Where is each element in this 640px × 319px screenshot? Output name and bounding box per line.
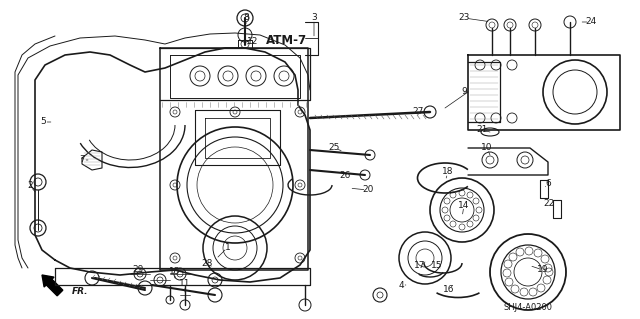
Text: 29: 29 xyxy=(132,265,144,275)
Text: 8: 8 xyxy=(243,13,249,23)
Text: SHJ4-A0200: SHJ4-A0200 xyxy=(503,302,552,311)
Text: 14: 14 xyxy=(458,201,470,210)
Text: 24: 24 xyxy=(586,18,596,26)
Text: 2: 2 xyxy=(27,182,33,190)
Text: 1: 1 xyxy=(225,242,231,251)
Text: 20: 20 xyxy=(362,186,374,195)
Text: 6: 6 xyxy=(545,179,551,188)
Text: FR.: FR. xyxy=(72,287,88,296)
Text: 23: 23 xyxy=(458,13,470,23)
Text: 3: 3 xyxy=(311,13,317,23)
Text: 26: 26 xyxy=(339,170,351,180)
Text: 4: 4 xyxy=(398,280,404,290)
Text: 25: 25 xyxy=(328,144,340,152)
FancyArrow shape xyxy=(42,275,63,296)
Text: 12: 12 xyxy=(247,38,259,47)
Text: 27: 27 xyxy=(412,108,424,116)
Text: 16: 16 xyxy=(444,286,455,294)
Text: 11: 11 xyxy=(179,279,191,288)
Text: 9: 9 xyxy=(461,87,467,97)
Text: 18: 18 xyxy=(442,167,454,176)
Text: 7: 7 xyxy=(79,155,85,165)
Text: 10: 10 xyxy=(481,144,493,152)
Text: ATM-7: ATM-7 xyxy=(266,33,307,47)
Text: 19: 19 xyxy=(537,265,548,275)
Text: 21: 21 xyxy=(476,125,488,135)
Text: 28: 28 xyxy=(202,259,212,269)
Text: 22: 22 xyxy=(543,198,555,207)
Text: 5: 5 xyxy=(40,117,46,127)
Text: 15: 15 xyxy=(431,261,443,270)
Text: 17: 17 xyxy=(414,261,426,270)
Text: 13: 13 xyxy=(169,268,180,277)
